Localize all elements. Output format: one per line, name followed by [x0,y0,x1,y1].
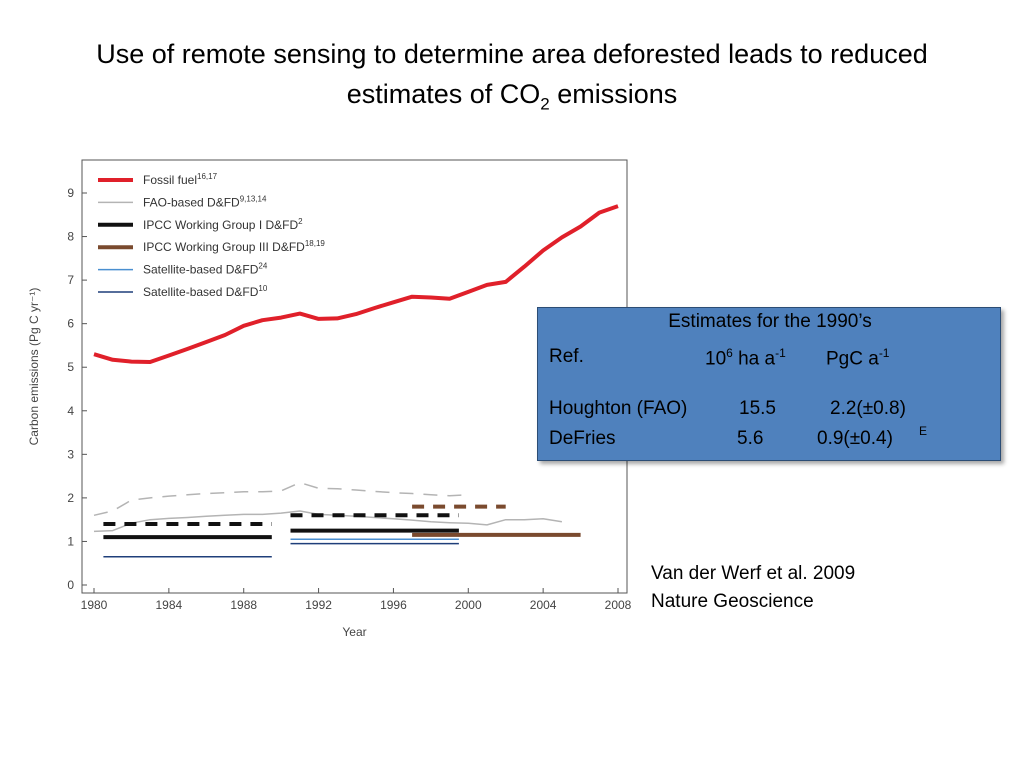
x-tick-label: 1996 [380,598,407,612]
x-tick-label: 2008 [605,598,632,612]
row-ref: DeFries [549,428,616,449]
citation-author: Van der Werf et al. 2009 [651,563,856,584]
legend-label: Fossil fuel16,17 [143,172,218,187]
title-co2-prefix: estimates of CO [346,79,541,109]
x-tick-label: 1992 [305,598,332,612]
row-note: E [919,424,928,438]
row-emissions: 2.2(±0.8) [830,398,906,419]
slide-title-line2: estimates of CO2 emissions [20,74,1004,124]
y-axis-label: Carbon emissions (Pg C yr⁻¹) [27,288,41,446]
x-tick-label: 1988 [230,598,257,612]
col-area-header: 106 ha a-1 [705,346,786,370]
col-area-exp: 6 [726,346,733,360]
legend-label: FAO-based D&FD9,13,14 [143,194,267,209]
x-tick-label: 2000 [455,598,482,612]
y-tick-label: 5 [67,360,74,374]
legend-label-sup: 18,19 [305,239,326,248]
col-emis-exp: -1 [878,346,890,360]
y-tick-label: 3 [67,447,74,461]
x-tick-label: 1980 [81,598,108,612]
series-line [93,481,469,517]
title-co2-suffix: emissions [549,79,678,109]
legend-label-text: Satellite-based D&FD [143,285,259,299]
slide-title: Use of remote sensing to determine area … [20,34,1004,124]
legend-label: Satellite-based D&FD10 [143,284,268,299]
legend-label-text: IPCC Working Group III D&FD [143,240,305,254]
y-tick-label: 8 [67,230,74,244]
col-area-unit-exp: -1 [775,346,786,360]
series-line [93,204,619,364]
legend-label-sup: 2 [298,217,303,226]
x-axis-label: Year [342,625,366,639]
y-tick-label: 2 [67,491,74,505]
row-ref: Houghton (FAO) [549,398,688,419]
estimates-box: Estimates for the 1990’s Ref. 106 ha a-1… [537,307,1001,461]
legend-label: IPCC Working Group I D&FD2 [143,217,303,232]
y-tick-label: 0 [67,578,74,592]
estimates-heading: Estimates for the 1990’s [668,311,872,332]
legend-label-sup: 24 [258,262,267,271]
legend-label-sup: 10 [258,284,267,293]
legend-label: IPCC Working Group III D&FD18,19 [143,239,325,254]
title-co2-subscript: 2 [540,94,550,114]
legend-label-text: Satellite-based D&FD [143,263,259,277]
legend-label-text: Fossil fuel [143,173,197,187]
row-area: 15.5 [739,398,776,419]
y-tick-label: 9 [67,186,74,200]
y-tick-label: 6 [67,317,74,331]
row-emissions: 0.9(±0.4) [817,428,893,449]
legend-label-text: IPCC Working Group I D&FD [143,218,298,232]
y-tick-label: 4 [67,404,74,418]
y-tick-label: 1 [67,534,74,548]
slide-title-line1: Use of remote sensing to determine area … [96,39,928,69]
legend-label: Satellite-based D&FD24 [143,262,268,277]
col-emis-header: PgC a-1 [826,346,889,370]
legend-label-text: FAO-based D&FD [143,195,240,209]
col-emis-unit: PgC a [826,348,879,370]
series-line [93,510,563,533]
col-area-unit: ha a [732,348,776,370]
x-tick-label: 2004 [530,598,557,612]
row-area: 5.6 [737,428,764,449]
citation: Van der Werf et al. 2009 Nature Geoscien… [651,560,855,616]
x-tick-label: 1984 [156,598,183,612]
citation-journal: Nature Geoscience [651,591,814,612]
legend-label-sup: 16,17 [197,172,218,181]
col-ref-header: Ref. [549,346,584,367]
y-tick-label: 7 [67,273,74,287]
legend-label-sup: 9,13,14 [240,194,267,203]
col-area-base: 10 [705,348,727,370]
